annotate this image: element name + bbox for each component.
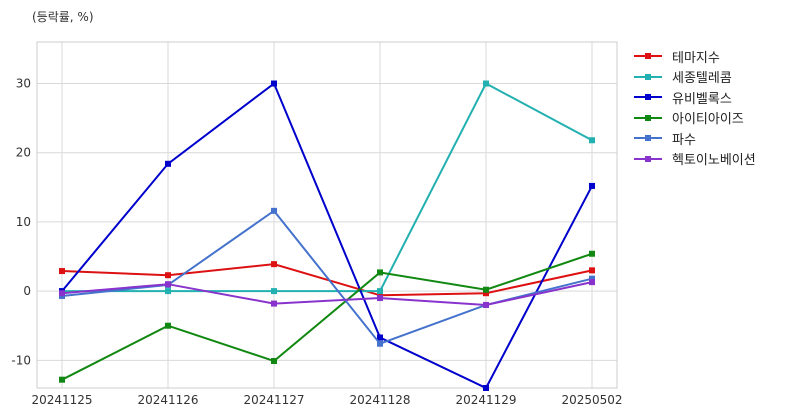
legend-item: 파수 [634,128,756,149]
legend-swatch [634,70,662,84]
x-tick-label: 20241129 [455,393,516,407]
x-tick-label: 20241127 [243,393,304,407]
data-point [271,207,277,214]
data-point [377,269,383,276]
series-1 [59,80,595,295]
data-point [589,250,595,257]
legend-item: 세종텔레콤 [634,67,756,88]
series-5 [59,279,595,308]
series-line [61,252,593,381]
series-4 [59,207,595,347]
series-2 [59,80,595,391]
data-point [589,279,595,286]
legend-item: 유비벨록스 [634,87,756,108]
data-point [483,301,489,308]
legend-swatch [634,111,662,125]
legend-label: 테마지수 [672,50,720,66]
data-point [271,261,277,268]
data-point [377,334,383,341]
legend-label: 세종텔레콤 [672,71,732,87]
data-point [165,160,171,167]
data-point [589,275,595,282]
data-point [165,322,171,329]
series-line [61,81,593,390]
data-point [165,272,171,279]
data-point [59,290,65,297]
y-tick-label: -10 [11,353,31,367]
legend-item: 테마지수 [634,46,756,67]
data-point [165,281,171,288]
data-point [483,286,489,293]
y-tick-label: 30 [16,77,31,91]
x-axis: 20241125 20241126 20241127 20241128 20241129… [31,393,622,407]
unit-label: (등락률, %) [32,10,94,24]
y-tick-label: 20 [16,146,31,160]
legend-swatch [634,90,662,104]
data-point [589,267,595,274]
x-tick-label: 20241126 [137,393,198,407]
x-tick-label: 20250502 [561,393,622,407]
data-point [483,385,489,391]
y-axis: -10 0 10 20 30 [11,77,31,368]
data-point [377,295,383,302]
series-line [61,263,593,297]
legend-label: 유비벨록스 [672,91,732,107]
y-tick-label: 0 [23,284,31,298]
data-point [377,340,383,347]
series-3 [59,250,595,383]
series-line [61,281,593,306]
data-point [271,358,277,365]
x-tick-label: 20241128 [349,393,410,407]
data-point [377,288,383,295]
data-point [59,376,65,383]
data-point [483,290,489,297]
legend-label: 헥토이노베이션 [672,153,756,169]
data-point [271,300,277,307]
data-point [271,80,277,87]
legend-swatch [634,49,662,63]
data-point [59,268,65,275]
data-point [271,288,277,295]
data-point [165,288,171,295]
legend-label: 아이티아이즈 [672,112,744,128]
series-lines [59,80,595,391]
y-tick-label: 10 [16,215,31,229]
legend-swatch [634,131,662,145]
data-point [589,137,595,144]
plot-frame [36,41,618,389]
x-tick-label: 20241125 [31,393,92,407]
gridlines [37,42,617,388]
data-point [589,182,595,189]
legend-swatch [634,152,662,166]
legend-label: 파수 [672,132,696,148]
data-point [483,80,489,87]
legend-item: 아이티아이즈 [634,108,756,129]
series-line [61,209,593,345]
legend-item: 헥토이노베이션 [634,149,756,170]
series-line [62,82,593,293]
